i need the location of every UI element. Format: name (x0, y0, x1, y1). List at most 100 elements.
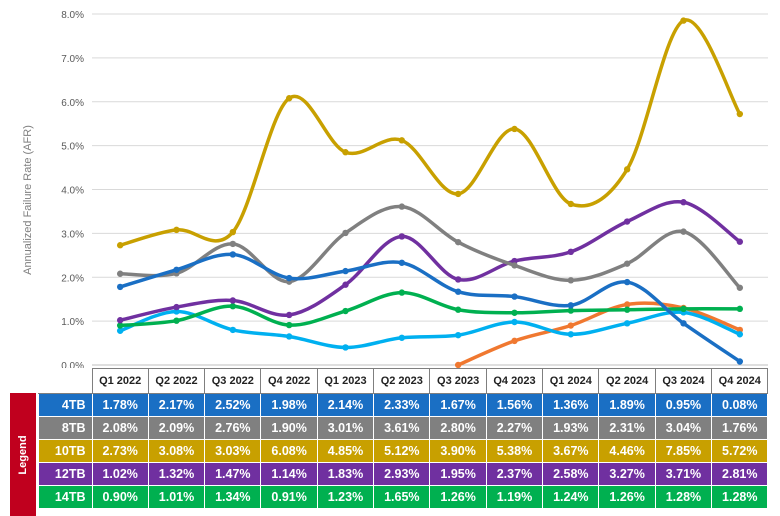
data-label: 1.32% (147, 462, 206, 486)
data-label: 2.33% (373, 393, 431, 417)
data-point (173, 303, 180, 311)
data-label: 1.76% (711, 416, 769, 440)
data-point (511, 293, 518, 300)
data-point (567, 307, 575, 314)
data-label: 6.08% (260, 439, 318, 463)
data-label: 1.67% (429, 393, 487, 417)
data-point (511, 262, 518, 269)
data-point (623, 306, 631, 313)
data-label: 1.83% (316, 462, 375, 486)
data-label: 3.90% (429, 439, 487, 463)
data-label: 2.09% (147, 416, 206, 440)
legend-title: Legend (17, 434, 29, 475)
data-point (567, 248, 575, 256)
data-label: 0.95% (654, 393, 713, 417)
data-point (229, 303, 237, 310)
data-label: 1.01% (147, 485, 206, 509)
table-row: 12TB 1.02% 1.32% 1.47% 1.14% 1.83% 2.93% 1.95% 2… (38, 462, 769, 486)
data-label: 1.98% (260, 393, 318, 417)
data-label: 1.34% (204, 485, 262, 509)
data-label: 2.73% (91, 439, 149, 463)
x-tick-label: Q1 2022 (91, 368, 149, 394)
data-label: 1.78% (91, 393, 149, 417)
data-label: 2.17% (147, 393, 206, 417)
data-point (623, 166, 631, 173)
data-point (623, 278, 631, 286)
table-row: 10TB 2.73% 3.08% 3.03% 6.08% 4.85% 5.12% 3.90% 5… (38, 439, 769, 463)
series-line-14TB (118, 290, 742, 328)
table-row: 8TB 2.08% 2.09% 2.76% 1.90% 3.01% 3.61% 2.80% 2.… (38, 416, 769, 440)
data-label: 2.37% (485, 462, 544, 486)
data-label: 1.56% (485, 393, 544, 417)
data-table: Q1 2022 Q2 2022 Q3 2022 Q4 2022 Q1 2023 Q2 20… (38, 368, 769, 509)
table-header-row: Q1 2022 Q2 2022 Q3 2022 Q4 2022 Q1 2023 Q2 20… (38, 368, 769, 394)
data-point (454, 306, 462, 313)
data-point (567, 277, 575, 284)
data-label: 0.08% (711, 393, 769, 417)
data-point (398, 203, 406, 210)
data-label: 1.02% (91, 462, 149, 486)
data-point (229, 228, 237, 236)
y-tick-label: 0.0% (61, 361, 84, 368)
data-label: 1.95% (429, 462, 487, 486)
data-label: 2.81% (711, 462, 769, 486)
data-point (623, 320, 631, 327)
data-label: 0.91% (260, 485, 318, 509)
data-label: 2.76% (204, 416, 262, 440)
table-corner (38, 368, 92, 394)
data-label: 1.89% (598, 393, 656, 417)
legend-entry: 14TB (38, 485, 93, 509)
data-label: 3.01% (316, 416, 375, 440)
data-label: 1.47% (204, 462, 262, 486)
data-point (173, 226, 180, 234)
x-tick-label: Q1 2024 (542, 368, 600, 394)
data-point (736, 358, 744, 365)
y-tick-label: 5.0% (61, 142, 84, 153)
series-line-series-5 (118, 309, 742, 350)
data-point (623, 260, 631, 267)
data-point (116, 317, 124, 324)
data-point (736, 110, 744, 118)
data-point (116, 322, 124, 329)
data-point (454, 361, 462, 368)
data-point (116, 270, 124, 277)
data-point (680, 320, 687, 327)
y-tick-label: 1.0% (61, 317, 84, 328)
data-point (229, 297, 237, 304)
data-point (454, 331, 462, 339)
x-tick-label: Q2 2022 (147, 368, 206, 394)
x-tick-label: Q2 2024 (598, 368, 656, 394)
data-point (342, 344, 349, 351)
data-label: 3.08% (147, 439, 206, 463)
data-point (229, 240, 237, 248)
data-label: 5.38% (485, 439, 544, 463)
data-point (285, 311, 293, 319)
legend-side-label: Legend (10, 393, 36, 516)
data-label: 1.93% (542, 416, 600, 440)
data-point (736, 331, 744, 338)
x-tick-label: Q2 2023 (373, 368, 431, 394)
data-label: 2.58% (542, 462, 600, 486)
data-label: 3.03% (204, 439, 262, 463)
data-point (511, 337, 518, 345)
data-label: 2.08% (91, 416, 149, 440)
data-point (680, 228, 687, 235)
table-row: 4TB 1.78% 2.17% 2.52% 1.98% 2.14% 2.33% 1.67% 1.… (38, 393, 769, 417)
data-point (285, 274, 293, 282)
data-point (285, 95, 293, 102)
data-point (398, 289, 406, 296)
data-label: 1.14% (260, 462, 318, 486)
data-label: 1.65% (373, 485, 431, 509)
legend-entry: 12TB (38, 462, 93, 486)
data-point (736, 305, 744, 313)
y-tick-label: 2.0% (61, 273, 84, 284)
y-tick-label: 3.0% (61, 229, 84, 240)
data-label: 1.90% (260, 416, 318, 440)
data-point (342, 149, 349, 156)
x-tick-label: Q1 2023 (316, 368, 375, 394)
data-label: 4.85% (316, 439, 375, 463)
data-point (623, 218, 631, 225)
data-point (567, 302, 575, 309)
y-tick-label: 4.0% (61, 186, 84, 197)
x-tick-label: Q4 2022 (260, 368, 318, 394)
